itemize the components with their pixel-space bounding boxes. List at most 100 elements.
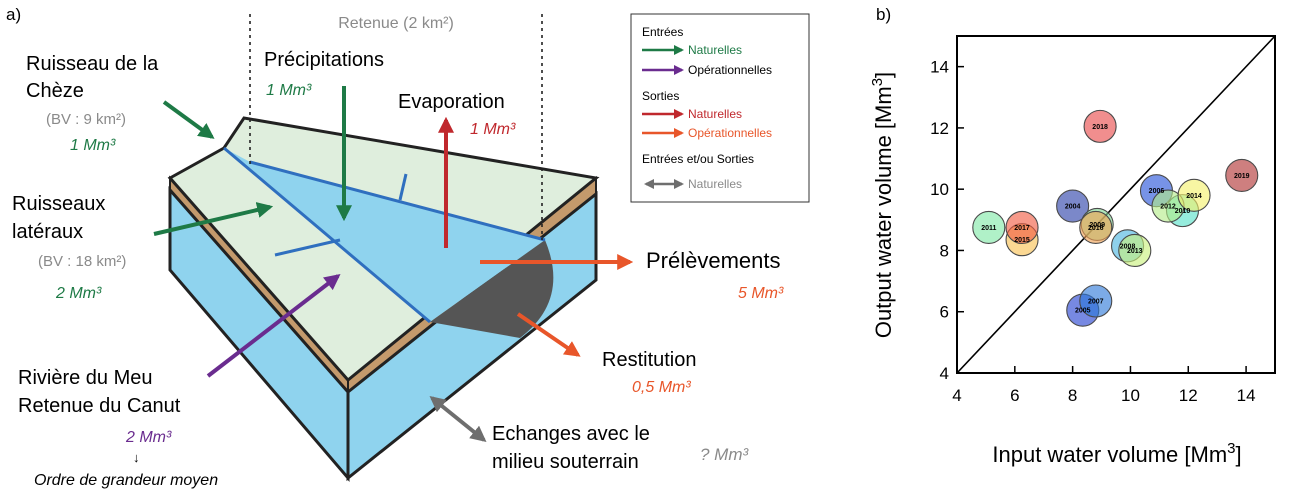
lateral-name-line2: latéraux bbox=[12, 221, 83, 243]
label-meu: Rivière du Meu Retenue du Canut 2 Mm³ ↓ … bbox=[18, 367, 218, 489]
restitution-name: Restitution bbox=[602, 349, 697, 371]
retenue-label: Retenue (2 km²) bbox=[338, 15, 454, 32]
reservoir-cross-section bbox=[430, 240, 554, 338]
lateral-volume: 2 Mm³ bbox=[55, 285, 102, 302]
point-label-2010: 2010 bbox=[1175, 208, 1191, 215]
prelevements-volume: 5 Mm³ bbox=[738, 285, 784, 302]
y-tick-label: 4 bbox=[940, 364, 949, 383]
precipitations-volume: 1 Mm³ bbox=[266, 82, 312, 99]
label-precipitations: Précipitations 1 Mm³ bbox=[264, 49, 384, 99]
chaeze-name-line2: Chèze bbox=[26, 80, 84, 102]
legend-both-nat: Naturelles bbox=[688, 177, 742, 191]
footnote-arrow: ↓ bbox=[133, 450, 140, 465]
legend-box bbox=[630, 13, 810, 203]
point-label-2018: 2018 bbox=[1092, 124, 1108, 131]
point-label-2016: 2016 bbox=[1088, 225, 1104, 232]
stream-tributary-top bbox=[398, 173, 408, 201]
label-exchanges: Echanges avec le milieu souterrain ? Mm³ bbox=[492, 423, 750, 473]
chaeze-name-line1: Ruisseau de la bbox=[26, 53, 159, 75]
point-2004 bbox=[1056, 189, 1090, 223]
restitution-volume: 0,5 Mm³ bbox=[632, 379, 691, 396]
x-tick-label: 6 bbox=[1010, 386, 1019, 405]
point-label-2015: 2015 bbox=[1014, 237, 1030, 244]
footnote: Ordre de grandeur moyen bbox=[34, 472, 218, 489]
legend-sorties-op: Opérationnelles bbox=[688, 126, 772, 140]
y-axis-close-bracket: ] bbox=[871, 72, 896, 78]
x-tick-label: 14 bbox=[1237, 386, 1256, 405]
y-tick-label: 14 bbox=[930, 58, 949, 77]
one-to-one-line bbox=[957, 36, 1275, 373]
legend-title-entrees: Entrées bbox=[642, 25, 683, 39]
point-2011 bbox=[972, 210, 1006, 245]
point-label-2019: 2019 bbox=[1234, 173, 1250, 180]
chaeze-volume: 1 Mm³ bbox=[70, 137, 116, 154]
point-label-2008: 2008 bbox=[1120, 243, 1136, 250]
legend-title-sorties: Sorties bbox=[642, 89, 679, 103]
y-tick-label: 12 bbox=[930, 119, 949, 138]
exchanges-name-line1: Echanges avec le bbox=[492, 423, 650, 445]
x-axis-label: Input water volume [Mm bbox=[992, 442, 1227, 467]
point-2007 bbox=[1079, 284, 1113, 318]
arrow-meu-inflow bbox=[206, 274, 341, 378]
point-2018 bbox=[1083, 109, 1117, 143]
arrow-restitution bbox=[516, 312, 581, 357]
x-tick-label: 4 bbox=[952, 386, 961, 405]
block-diagram bbox=[167, 14, 600, 483]
point-2016 bbox=[1079, 210, 1113, 245]
y-tick-label: 6 bbox=[940, 303, 949, 322]
point-label-2004: 2004 bbox=[1065, 204, 1081, 211]
x-axis-exponent: 3 bbox=[1227, 440, 1235, 457]
reservoir-bank-upper bbox=[249, 160, 546, 242]
point-2017 bbox=[1005, 210, 1039, 245]
y-axis-label: Output water volume [Mm bbox=[871, 86, 896, 338]
evaporation-name: Evaporation bbox=[398, 91, 505, 113]
scatter-points: 2004 2005 2006 2007 2008 2009 2010 2011 2012 2013… bbox=[972, 109, 1259, 327]
y-tick-label: 10 bbox=[930, 180, 949, 199]
point-label-2009: 2009 bbox=[1089, 222, 1105, 229]
legend-title-both: Entrées et/ou Sorties bbox=[642, 152, 754, 166]
legend: Entrées Naturelles Opérationnelles Sorti… bbox=[630, 13, 810, 203]
axis-ticks: 4 6 8 10 12 14 4 6 8 10 12 14 bbox=[930, 58, 1255, 405]
legend-sorties-nat: Naturelles bbox=[688, 107, 742, 121]
label-chaeze: Ruisseau de la Chèze (BV : 9 km²) 1 Mm³ bbox=[26, 53, 159, 154]
panel-a: a) Retenue (2 km²) Ruisse bbox=[6, 5, 810, 489]
reservoir-surface bbox=[224, 148, 545, 322]
arrow-chaeze-inflow bbox=[162, 100, 215, 139]
x-axis-title: Input water volume [Mm3] bbox=[992, 440, 1241, 467]
panel-b-label: b) bbox=[876, 5, 891, 24]
precipitations-name: Précipitations bbox=[264, 49, 384, 71]
point-label-2014: 2014 bbox=[1186, 193, 1202, 200]
arrow-lateral-inflow bbox=[153, 202, 274, 236]
y-axis-exponent: 3 bbox=[869, 78, 886, 86]
lateral-name-line1: Ruisseaux bbox=[12, 193, 105, 215]
point-label-2012: 2012 bbox=[1160, 204, 1176, 211]
arrow-groundwater-exchange bbox=[429, 395, 487, 443]
meu-name-line1: Rivière du Meu bbox=[18, 367, 153, 389]
point-2013 bbox=[1118, 233, 1152, 268]
legend-entrees-nat: Naturelles bbox=[688, 43, 742, 57]
label-prelevements: Prélèvements 5 Mm³ bbox=[646, 248, 784, 302]
chaeze-bv: (BV : 9 km²) bbox=[46, 111, 126, 128]
meu-volume: 2 Mm³ bbox=[125, 429, 172, 446]
evaporation-volume: 1 Mm³ bbox=[470, 121, 516, 138]
reference-line-layer bbox=[957, 36, 1275, 373]
panel-a-label: a) bbox=[6, 5, 21, 24]
point-label-2017: 2017 bbox=[1014, 225, 1030, 232]
point-label-2013: 2013 bbox=[1127, 248, 1143, 255]
point-label-2006: 2006 bbox=[1149, 188, 1165, 195]
x-tick-label: 10 bbox=[1121, 386, 1140, 405]
x-tick-label: 8 bbox=[1068, 386, 1077, 405]
point-label-2011: 2011 bbox=[981, 225, 996, 232]
point-label-2007: 2007 bbox=[1088, 299, 1104, 306]
x-tick-label: 12 bbox=[1179, 386, 1198, 405]
y-axis-title: Output water volume [Mm3] bbox=[869, 72, 896, 338]
stream-tributary-left bbox=[274, 238, 341, 257]
prelevements-name: Prélèvements bbox=[646, 248, 781, 273]
point-2019 bbox=[1225, 158, 1259, 192]
reservoir-bank-main bbox=[223, 146, 431, 324]
y-tick-label: 8 bbox=[940, 241, 949, 260]
legend-entrees-op: Opérationnelles bbox=[688, 63, 772, 77]
label-evaporation: Evaporation 1 Mm³ bbox=[398, 91, 516, 138]
